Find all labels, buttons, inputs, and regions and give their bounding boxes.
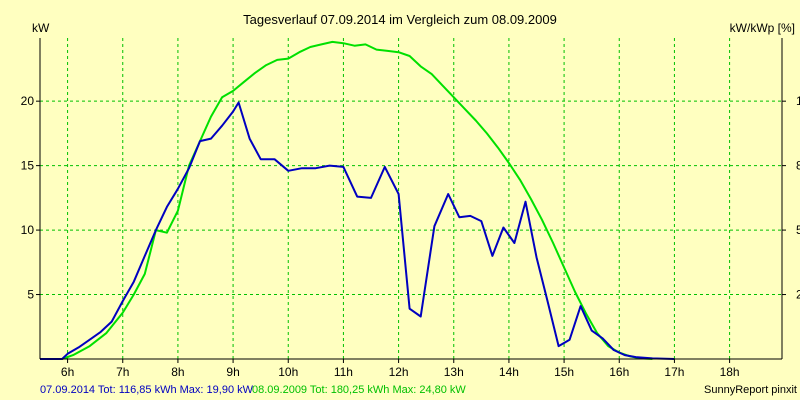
series-layer bbox=[40, 40, 675, 360]
x-tick-label: 14h bbox=[499, 365, 519, 379]
x-tick-label: 15h bbox=[554, 365, 574, 379]
ticks: 6h 7h 8h 9h 10h 11h 12h 13h 14h 15h 16h 17h 18h 5 28,9… bbox=[21, 94, 800, 379]
series-line-08-09-2009 bbox=[40, 40, 653, 360]
x-tick-label: 10h bbox=[278, 365, 298, 379]
x-tick-label: 17h bbox=[664, 365, 684, 379]
y-tick-label-right: 28,9 bbox=[796, 288, 800, 302]
y-tick-label-left: 20 bbox=[21, 94, 35, 108]
y-axis-right-label: kW/kWp [%] bbox=[730, 21, 795, 35]
x-tick-label: 9h bbox=[226, 365, 239, 379]
y-tick-label-right: 115,7 bbox=[796, 94, 800, 108]
series-line-07-09-2014 bbox=[40, 101, 675, 360]
x-tick-label: 7h bbox=[116, 365, 129, 379]
grid bbox=[40, 38, 782, 359]
x-tick-label: 6h bbox=[61, 365, 74, 379]
chart-title: Tagesverlauf 07.09.2014 im Vergleich zum… bbox=[243, 12, 557, 27]
y-tick-label-right: 86,8 bbox=[796, 159, 800, 173]
x-tick-label: 8h bbox=[171, 365, 184, 379]
x-tick-label: 18h bbox=[720, 365, 740, 379]
y-tick-label-right: 57,9 bbox=[796, 223, 800, 237]
x-tick-label: 16h bbox=[609, 365, 629, 379]
legend-series-2009: 08.09.2009 Tot: 180,25 kWh Max: 24,80 kW bbox=[252, 384, 466, 396]
y-tick-label-left: 10 bbox=[21, 223, 35, 237]
x-tick-label: 11h bbox=[334, 365, 353, 379]
x-tick-label: 12h bbox=[389, 365, 409, 379]
x-tick-label: 13h bbox=[444, 365, 464, 379]
plot-area bbox=[40, 38, 782, 359]
credit-text: SunnyReport pinxit bbox=[704, 384, 797, 396]
y-tick-label-left: 15 bbox=[21, 159, 35, 173]
y-tick-label-left: 5 bbox=[27, 288, 34, 302]
y-axis-left-label: kW bbox=[32, 21, 50, 35]
legend-series-2014: 07.09.2014 Tot: 116,85 kWh Max: 19,90 kW bbox=[40, 384, 254, 396]
